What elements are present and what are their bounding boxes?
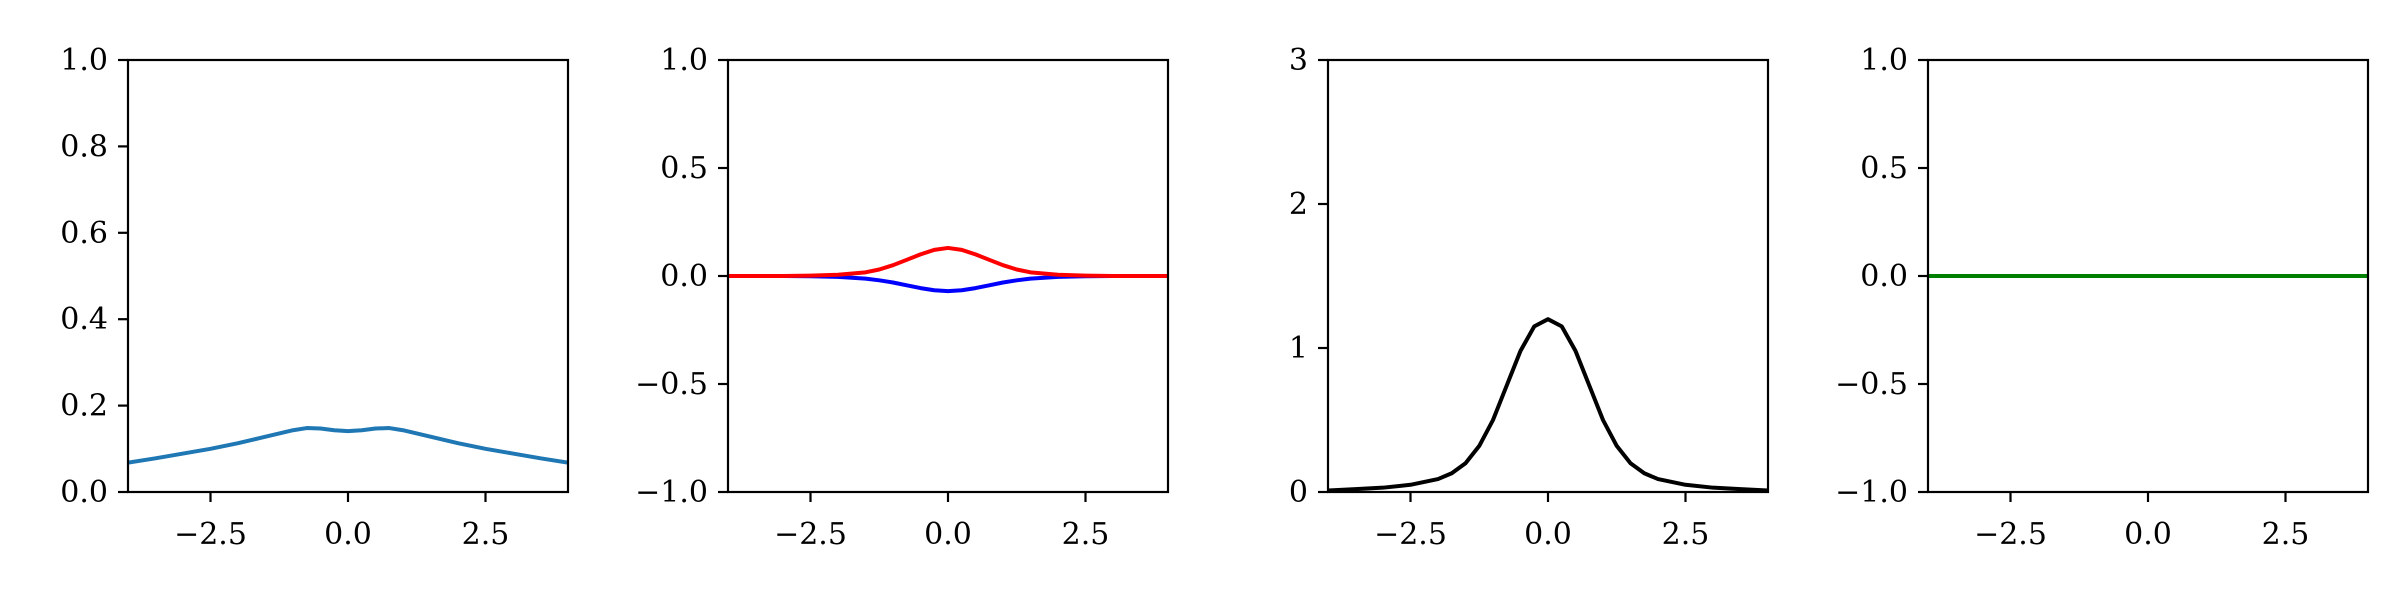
x-tick-label: 2.5 [1662, 517, 1710, 552]
y-tick-label: 0.0 [660, 259, 708, 294]
series-line-1 [1328, 317, 1768, 492]
x-tick-label: −2.5 [174, 517, 247, 552]
x-tick-label: −2.5 [774, 517, 847, 552]
x-tick-label: 0.0 [924, 517, 972, 552]
y-tick-label: 1.0 [660, 43, 708, 78]
y-tick-label: 1.0 [1860, 43, 1908, 78]
y-tick-label: 3 [1289, 43, 1308, 78]
y-tick-label: −1.0 [635, 475, 708, 510]
x-tick-label: −2.5 [1374, 517, 1447, 552]
x-tick-label: −2.5 [1974, 517, 2047, 552]
y-tick-label: 0.8 [60, 129, 108, 164]
y-tick-label: 0.5 [1860, 151, 1908, 186]
x-tick-label: 0.0 [2124, 517, 2172, 552]
y-tick-label: −1.0 [1835, 475, 1908, 510]
series-line-2 [728, 245, 1168, 278]
y-tick-label: −0.5 [635, 367, 708, 402]
axes-frame [126, 58, 570, 494]
y-tick-label: 2 [1289, 187, 1308, 222]
axes-frame [1326, 58, 1770, 494]
y-tick-label: 0.0 [60, 475, 108, 510]
series-line-1 [128, 426, 568, 465]
x-tick-label: 0.0 [1524, 517, 1572, 552]
panel-4: −2.5 0.0 2.5 −1.0 −0.5 0.0 0.5 1.0 [1835, 43, 2370, 552]
y-tick-label: 1.0 [60, 43, 108, 78]
x-tick-label: 0.0 [324, 517, 372, 552]
y-tick-label: 0.0 [1860, 259, 1908, 294]
y-tick-label: 0.6 [60, 216, 108, 251]
y-tick-label: 0 [1289, 475, 1308, 510]
y-tick-label: 0.2 [60, 389, 108, 424]
panel-3: −2.5 0.0 2.5 0 1 2 3 [1289, 43, 1770, 552]
y-tick-label: 0.4 [60, 302, 108, 337]
x-tick-label: 2.5 [462, 517, 510, 552]
panel-1: −2.5 0.0 2.5 0.0 0.2 0.4 0.6 0.8 1.0 [60, 43, 570, 552]
x-tick-label: 2.5 [1062, 517, 1110, 552]
x-tick-label: 2.5 [2262, 517, 2310, 552]
y-tick-label: −0.5 [1835, 367, 1908, 402]
y-tick-label: 1 [1289, 331, 1308, 366]
series-line-1 [728, 274, 1168, 294]
y-tick-label: 0.5 [660, 151, 708, 186]
panel-2: −2.5 0.0 2.5 −1.0 −0.5 0.0 0.5 1.0 [635, 43, 1170, 552]
